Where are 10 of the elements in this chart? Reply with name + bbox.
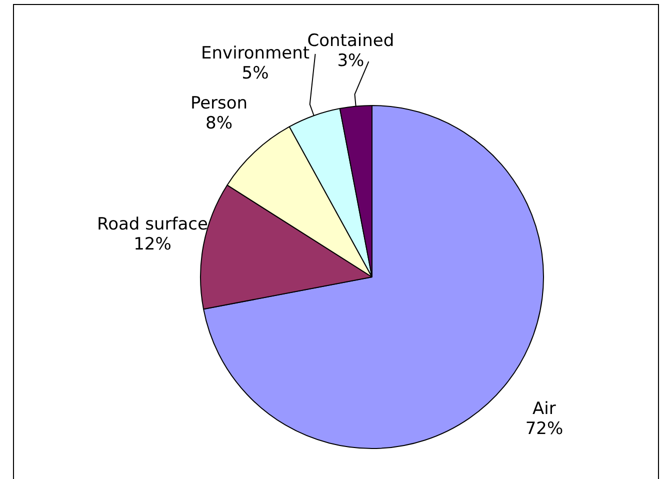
slice-label: Road surface	[97, 214, 208, 235]
slice-label: Environment	[200, 43, 310, 64]
slice-label: Contained	[307, 30, 394, 51]
data-label: 8%	[206, 113, 232, 134]
data-label: 72%	[525, 418, 564, 439]
slice-label: Person	[190, 93, 248, 114]
data-label: 5%	[242, 63, 269, 84]
data-label: 12%	[134, 234, 172, 255]
slice-label: Air	[532, 398, 556, 419]
data-label: 3%	[337, 50, 364, 71]
